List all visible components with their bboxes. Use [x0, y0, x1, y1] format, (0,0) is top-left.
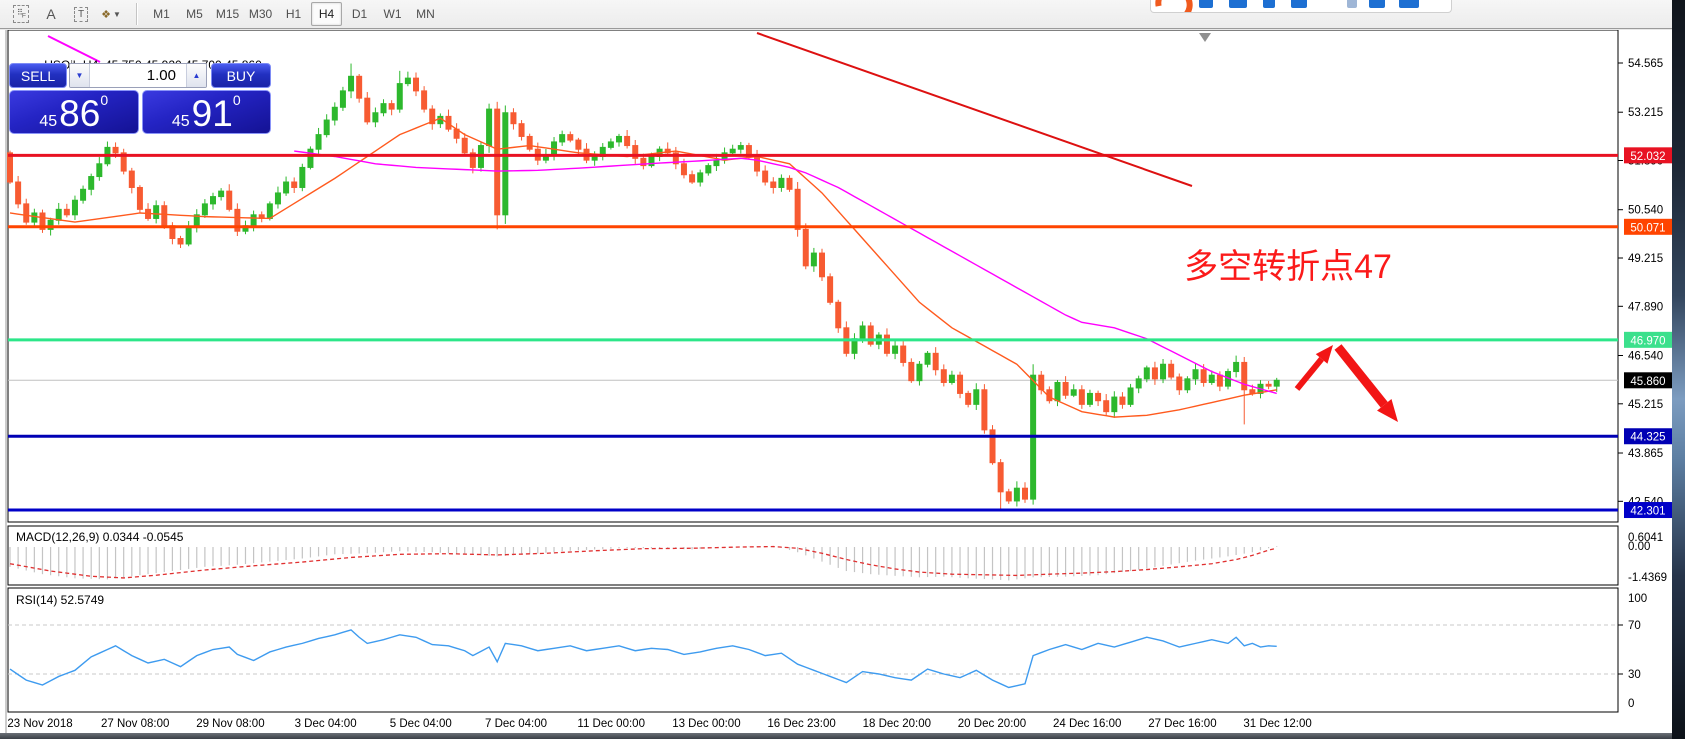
- sell-price-display[interactable]: 45 86 0: [9, 90, 139, 134]
- timeframe-button-w1[interactable]: W1: [383, 7, 402, 21]
- chevron-down-icon: ▼: [112, 9, 121, 19]
- time-axis-label: 27 Dec 16:00: [1148, 718, 1216, 730]
- rsi-label: RSI(14) 52.5749: [16, 593, 104, 607]
- svg-text:53.215: 53.215: [1628, 107, 1663, 119]
- time-axis-label: 5 Dec 04:00: [390, 718, 452, 730]
- timeframe-button-mn[interactable]: MN: [416, 7, 435, 21]
- arrow-down[interactable]: [1334, 344, 1388, 408]
- volume-increase-icon[interactable]: ▲: [186, 64, 206, 87]
- time-axis-label: 31 Dec 12:00: [1243, 718, 1311, 730]
- svg-text:43.865: 43.865: [1628, 448, 1663, 460]
- timeframe-button-d1[interactable]: D1: [351, 7, 368, 21]
- time-axis-label: 24 Dec 16:00: [1053, 718, 1121, 730]
- time-axis-label: 27 Nov 08:00: [101, 718, 169, 730]
- price-chart[interactable]: 多空转折点47 MACD(12,26,9) 0.0344 -0.0545 RSI(1…: [0, 30, 1672, 736]
- svg-text:0.6041: 0.6041: [1628, 532, 1663, 544]
- macd-label: MACD(12,26,9) 0.0344 -0.0545: [16, 530, 184, 544]
- svg-text:-1.4369: -1.4369: [1628, 572, 1667, 584]
- svg-text:49.215: 49.215: [1628, 253, 1663, 265]
- svg-text:100: 100: [1628, 593, 1647, 605]
- svg-text:42.301: 42.301: [1630, 506, 1665, 518]
- timeframe-button-m1[interactable]: M1: [153, 7, 170, 21]
- timeframe-button-m30[interactable]: M30: [248, 7, 273, 21]
- chart-window: 多空转折点47 MACD(12,26,9) 0.0344 -0.0545 RSI(1…: [0, 30, 1672, 736]
- svg-text:46.970: 46.970: [1630, 335, 1665, 347]
- time-axis-label: 18 Dec 20:00: [863, 718, 931, 730]
- svg-text:47.890: 47.890: [1628, 301, 1663, 313]
- candles: [7, 63, 1280, 511]
- annotation-text[interactable]: 多空转折点47: [1184, 248, 1392, 286]
- chart-shift-marker-icon: [1199, 33, 1211, 42]
- price-badge-52.032: [1624, 147, 1672, 164]
- svg-text:50.071: 50.071: [1630, 222, 1665, 234]
- svg-text:30: 30: [1628, 669, 1641, 681]
- watermark-logo-fragment: [1150, 0, 1452, 13]
- sell-button[interactable]: SELL: [9, 63, 67, 88]
- text-box-icon[interactable]: T: [67, 2, 95, 26]
- buy-price-display[interactable]: 45 91 0: [141, 90, 271, 134]
- time-axis-label: 13 Dec 00:00: [672, 718, 740, 730]
- svg-text:52.032: 52.032: [1630, 151, 1665, 163]
- timeframe-button-h1[interactable]: H1: [285, 7, 302, 21]
- trendline-1[interactable]: [47, 35, 101, 63]
- buy-button[interactable]: BUY: [211, 63, 271, 88]
- arrows-object-icon[interactable]: ❖ ▼: [101, 8, 121, 21]
- time-axis-label: 11 Dec 00:00: [577, 718, 645, 730]
- time-axis-label: 29 Nov 08:00: [196, 718, 264, 730]
- timeframe-button-m5[interactable]: M5: [186, 7, 203, 21]
- volume-decrease-icon[interactable]: ▼: [70, 64, 90, 87]
- svg-text:45.215: 45.215: [1628, 399, 1663, 411]
- svg-text:45.860: 45.860: [1630, 376, 1665, 388]
- window-bottom-edge: [0, 733, 1672, 739]
- price-badge-50.071: [1624, 218, 1672, 235]
- toolbar-separator: [136, 3, 137, 25]
- timeframe-button-h4[interactable]: H4: [311, 2, 342, 26]
- timeframe-button-m15[interactable]: M15: [215, 7, 240, 21]
- volume-input[interactable]: 1.00: [146, 67, 176, 84]
- profile-grid-icon[interactable]: ⠿F: [7, 2, 35, 26]
- price-badge-42.301: [1624, 502, 1672, 519]
- volume-stepper: ▼ 1.00 ▲: [69, 63, 207, 88]
- trendline-0[interactable]: [756, 32, 1193, 187]
- price-badge-44.325: [1624, 428, 1672, 445]
- window-right-edge[interactable]: [1672, 0, 1685, 739]
- arrow-up[interactable]: [1294, 357, 1324, 391]
- time-axis-label: 20 Dec 20:00: [958, 718, 1026, 730]
- svg-text:0.00: 0.00: [1628, 541, 1650, 553]
- price-badge-46.970: [1624, 331, 1672, 348]
- text-label-icon[interactable]: A: [46, 6, 56, 22]
- time-axis-label: 16 Dec 23:00: [767, 718, 835, 730]
- time-axis-label: 3 Dec 04:00: [295, 718, 357, 730]
- svg-text:54.565: 54.565: [1628, 58, 1663, 70]
- svg-text:44.325: 44.325: [1630, 432, 1665, 444]
- time-axis-label: 23 Nov 2018: [7, 718, 72, 730]
- logo-swoosh-icon: [1151, 0, 1200, 12]
- svg-text:50.540: 50.540: [1628, 205, 1663, 217]
- svg-text:46.540: 46.540: [1628, 351, 1663, 363]
- price-badge-45.860: [1624, 372, 1672, 389]
- time-axis-label: 7 Dec 04:00: [485, 718, 547, 730]
- one-click-trading-panel: SELL ▼ 1.00 ▲ BUY 45 86 0 45 91 0: [9, 63, 271, 134]
- svg-text:0: 0: [1628, 698, 1634, 710]
- svg-text:70: 70: [1628, 620, 1641, 632]
